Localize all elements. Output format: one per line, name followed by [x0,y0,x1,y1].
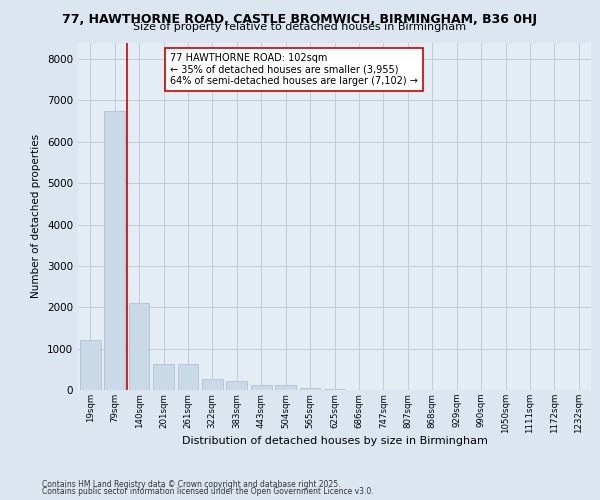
Bar [226,381,247,390]
Bar [324,389,345,390]
Bar [251,386,272,390]
Bar [153,364,174,390]
Bar [104,111,125,390]
Text: Contains public sector information licensed under the Open Government Licence v3: Contains public sector information licen… [42,487,374,496]
Bar [202,379,223,390]
X-axis label: Distribution of detached houses by size in Birmingham: Distribution of detached houses by size … [182,436,487,446]
Text: 77, HAWTHORNE ROAD, CASTLE BROMWICH, BIRMINGHAM, B36 0HJ: 77, HAWTHORNE ROAD, CASTLE BROMWICH, BIR… [62,12,538,26]
Bar [299,388,320,390]
Bar [128,303,149,390]
Bar [80,340,101,390]
Text: Size of property relative to detached houses in Birmingham: Size of property relative to detached ho… [133,22,467,32]
Text: Contains HM Land Registry data © Crown copyright and database right 2025.: Contains HM Land Registry data © Crown c… [42,480,341,489]
Bar [275,386,296,390]
Y-axis label: Number of detached properties: Number of detached properties [31,134,41,298]
Text: 77 HAWTHORNE ROAD: 102sqm
← 35% of detached houses are smaller (3,955)
64% of se: 77 HAWTHORNE ROAD: 102sqm ← 35% of detac… [170,53,418,86]
Bar [178,364,199,390]
